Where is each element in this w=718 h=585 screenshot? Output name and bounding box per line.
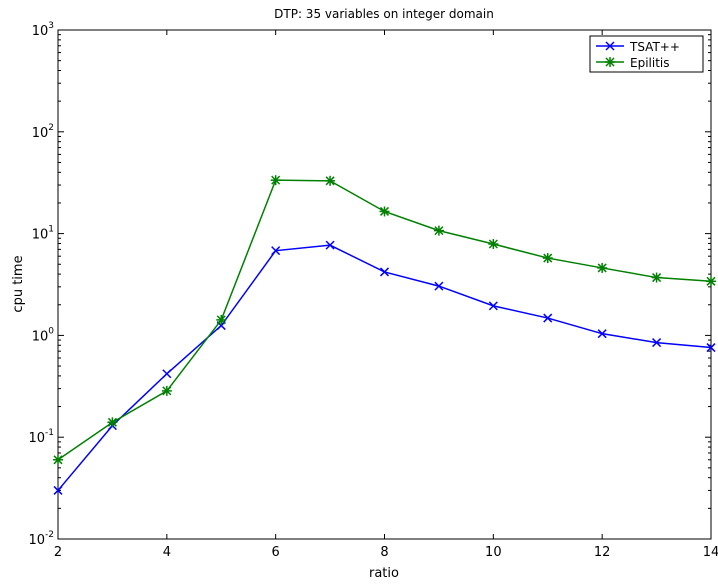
y-tick-label: 100 [32, 326, 55, 344]
y-tick-label-exponent: -1 [45, 428, 54, 438]
legend-label: TSAT++ [629, 40, 680, 54]
plot-area: 2 4 6 8 10 12 1410-210-1100101102103TSAT++Epil… [28, 21, 718, 560]
data-point-tsat [543, 313, 553, 323]
x-tick-label: 12 [594, 545, 611, 560]
data-point-tsat [162, 369, 172, 379]
legend-box [589, 35, 704, 73]
data-point-epilitis [53, 454, 63, 465]
series-line-tsat [57, 244, 712, 491]
y-tick-label-base: 10 [32, 24, 49, 39]
x-tick-label: 8 [380, 545, 388, 560]
plot-frame [57, 29, 712, 540]
data-point-epilitis [161, 385, 172, 396]
y-tick-label-exponent: -2 [45, 530, 54, 540]
x-tick-label: 6 [272, 545, 280, 560]
y-tick-label-base: 10 [28, 533, 45, 548]
data-point-epilitis [488, 239, 499, 250]
data-point-tsat [325, 240, 335, 250]
data-point-epilitis [270, 175, 281, 186]
y-tick-label: 10-2 [28, 530, 54, 548]
data-point-tsat [652, 338, 662, 348]
y-tick-label-base: 10 [32, 329, 49, 344]
legend: TSAT++ Epilitis [589, 35, 704, 73]
data-point-epilitis [706, 276, 716, 287]
series-line-epilitis [57, 179, 712, 461]
y-tick-label-base: 10 [32, 228, 49, 243]
legend-marker [605, 57, 615, 67]
data-point-tsat [53, 485, 63, 495]
legend-marker [605, 41, 615, 51]
y-tick-label-exponent: 1 [48, 225, 54, 235]
data-point-tsat [271, 246, 281, 256]
y-tick-label-exponent: 0 [48, 326, 54, 336]
data-point-tsat [597, 329, 607, 339]
y-tick-label-exponent: 3 [48, 21, 54, 31]
y-axis-label: cpu time [11, 255, 26, 312]
data-point-epilitis [216, 314, 227, 325]
data-point-epilitis [433, 225, 444, 236]
data-point-epilitis [542, 253, 553, 264]
data-point-epilitis [379, 206, 390, 217]
data-point-epilitis [107, 417, 118, 428]
y-tick-label: 10-1 [28, 428, 54, 446]
x-tick-label: 4 [163, 545, 171, 560]
x-axis-label: ratio [369, 566, 399, 581]
data-point-tsat [379, 267, 390, 277]
y-tick-label: 101 [32, 225, 54, 243]
data-point-tsat [434, 281, 444, 291]
legend-label: Epilitis [630, 56, 670, 70]
y-tick-label-exponent: 2 [48, 123, 54, 133]
y-tick-label-base: 10 [32, 126, 49, 141]
y-tick-label: 102 [32, 123, 54, 141]
data-point-tsat [488, 301, 498, 311]
y-tick-label: 103 [32, 21, 54, 39]
data-point-epilitis [651, 272, 662, 283]
data-point-epilitis [597, 262, 608, 273]
y-tick-label-base: 10 [28, 431, 45, 446]
chart-title: DTP: 35 variables on integer domain [274, 7, 494, 21]
data-point-epilitis [325, 175, 336, 186]
x-tick-label: 10 [485, 545, 502, 560]
data-point-tsat [706, 343, 716, 353]
x-tick-label: 14 [703, 545, 718, 560]
x-tick-label: 2 [54, 545, 62, 560]
